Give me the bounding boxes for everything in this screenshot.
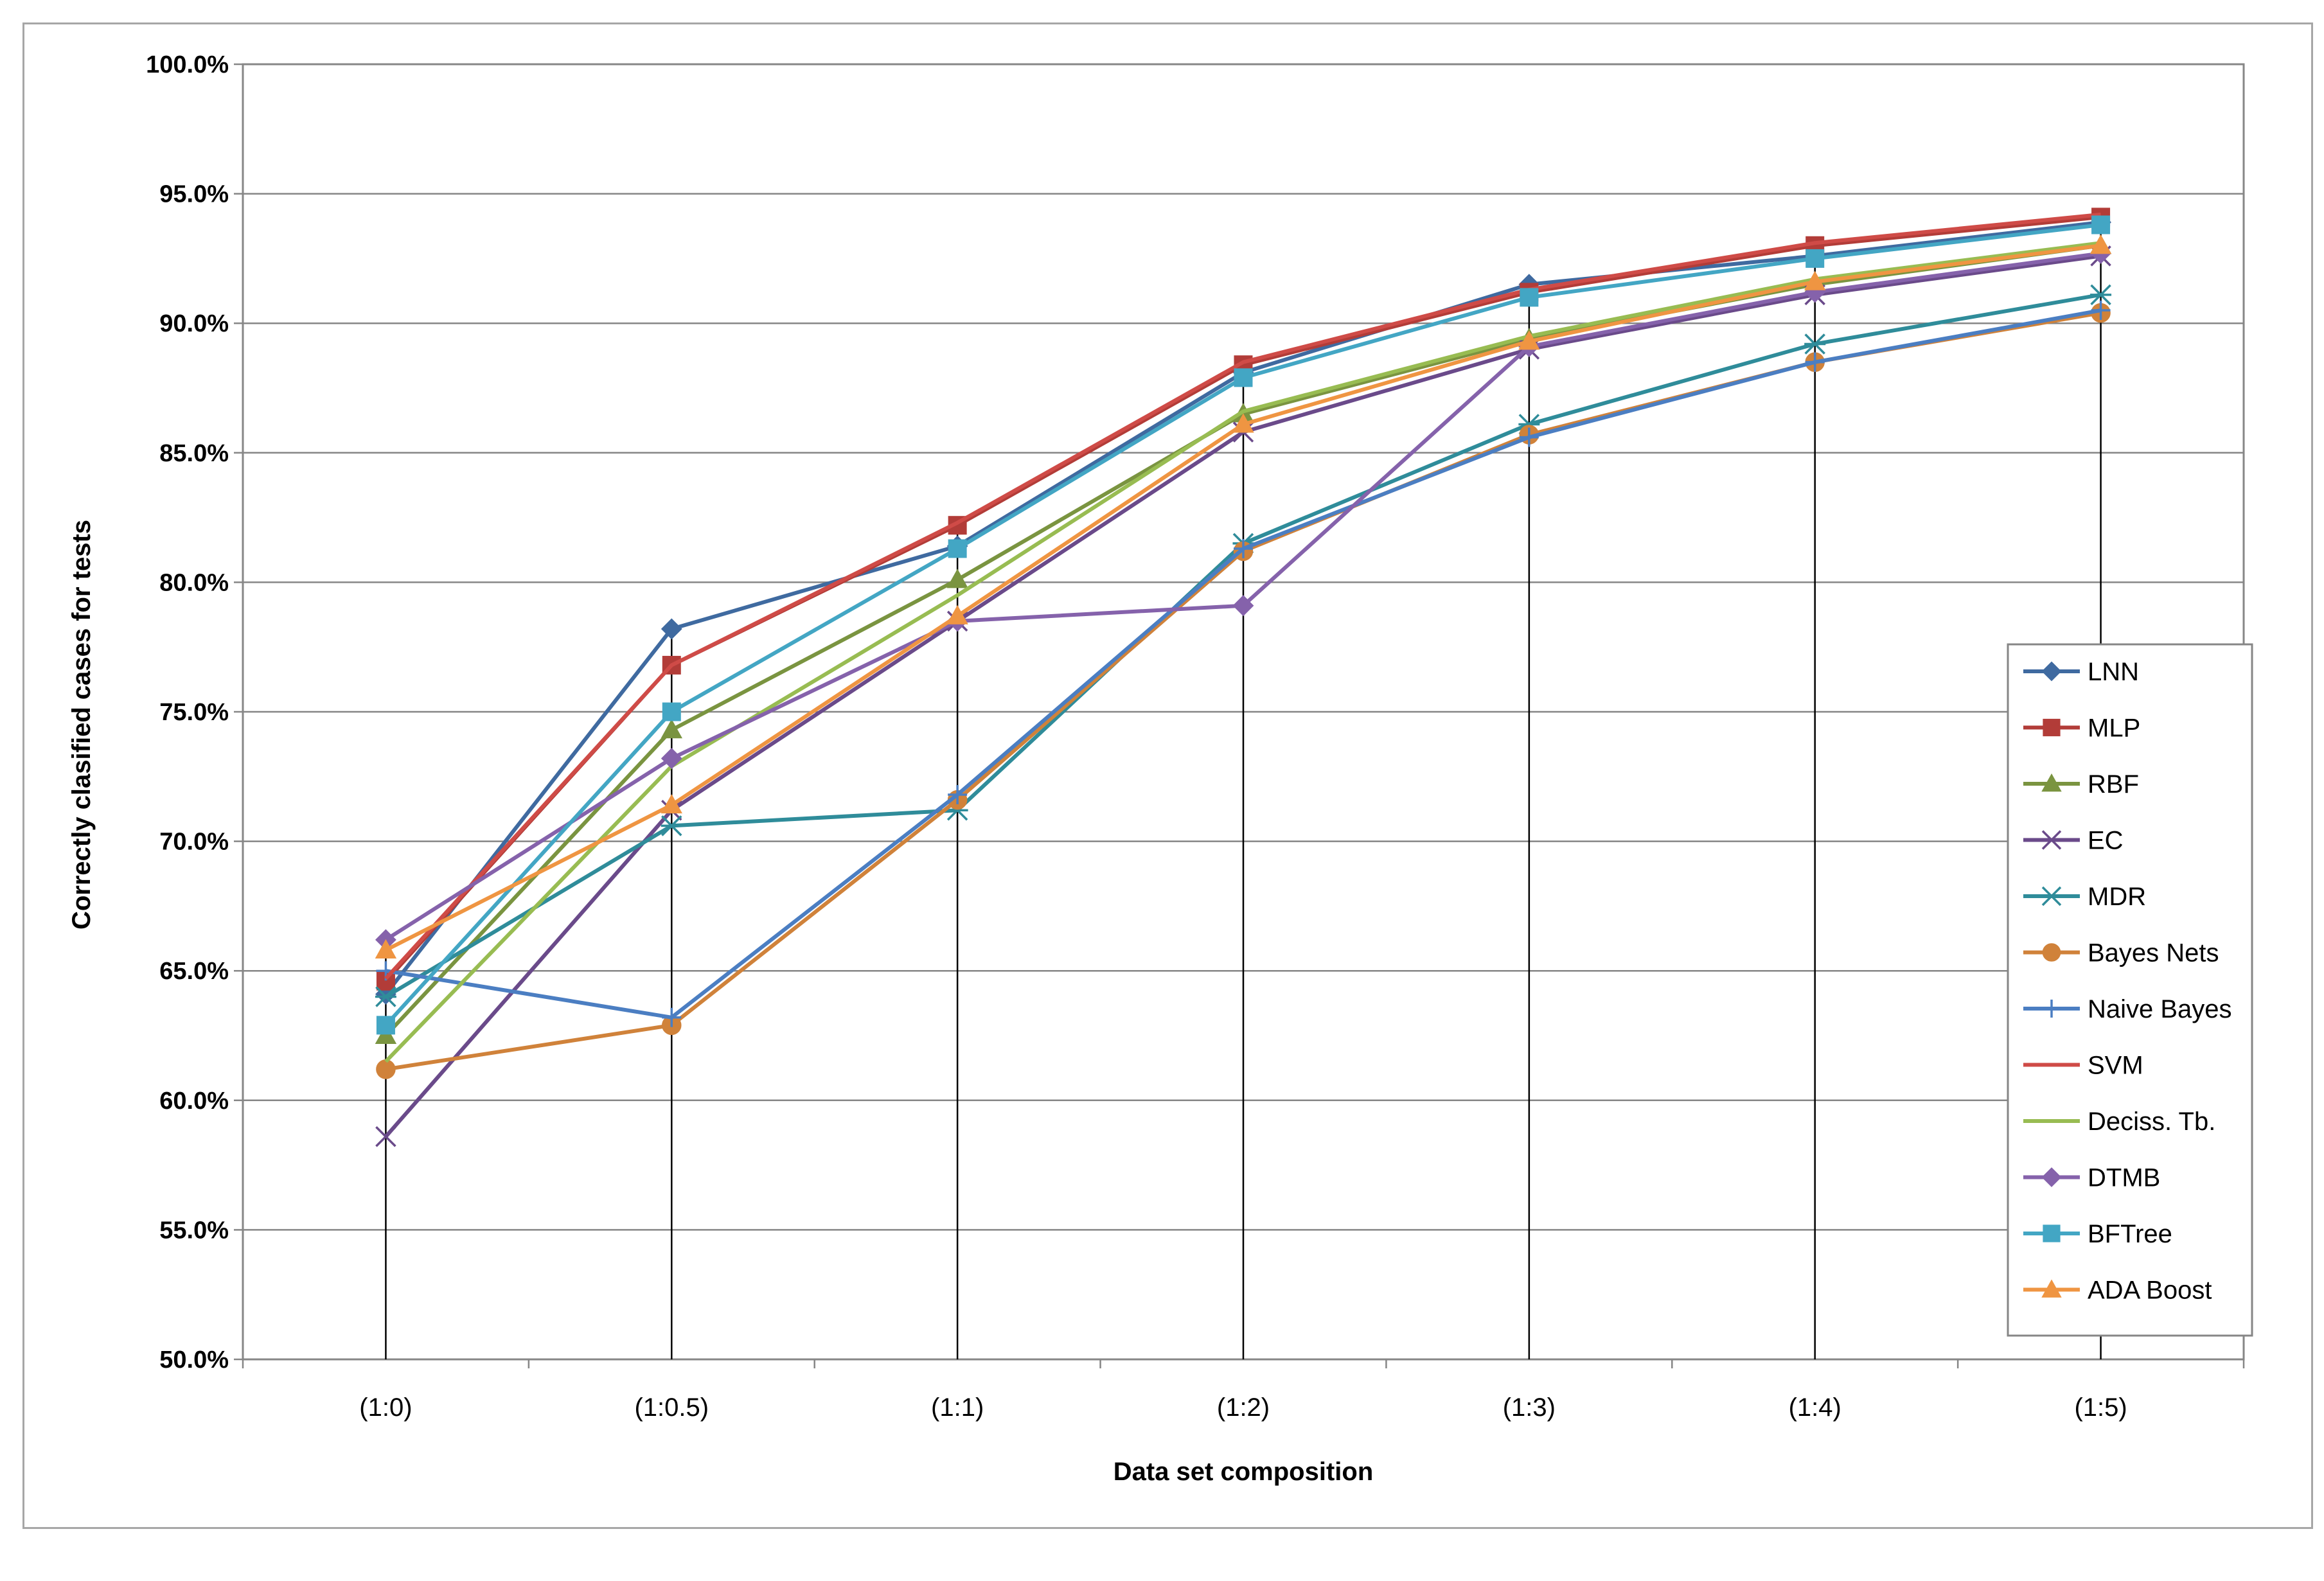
legend-item: BFTree: [2023, 1220, 2172, 1248]
data-point: [1232, 413, 1254, 433]
data-point: [375, 939, 397, 958]
legend-item: Deciss. Tb.: [2023, 1108, 2215, 1136]
legend-swatch-marker: [2041, 773, 2062, 792]
data-point: [1234, 538, 1253, 558]
legend-item: MDR: [2023, 883, 2146, 911]
y-axis-ticks: 50.0% 55.0% 60.0% 65.0% 70.0% 75.0% 80.0% 85.0%…: [146, 51, 2245, 1373]
y-tick-label: 90.0%: [159, 310, 229, 337]
data-point: [946, 605, 968, 624]
data-point: [661, 618, 682, 640]
data-point: [662, 1007, 682, 1027]
series-naive-bayes: [376, 301, 2111, 1027]
legend-item: Bayes Nets: [2023, 939, 2219, 967]
x-tick-label: (1:4): [1789, 1393, 1841, 1422]
legend-swatch-marker: [2041, 1279, 2062, 1298]
x-tick-label: (1:0): [359, 1393, 412, 1422]
legend-label: SVM: [2088, 1052, 2143, 1080]
x-tick-label: (1:2): [1217, 1393, 1270, 1422]
data-point: [661, 815, 682, 836]
legend-label: Deciss. Tb.: [2088, 1108, 2215, 1136]
data-point: [1804, 333, 1826, 355]
y-axis-title: Correctly clasified cases for tests: [67, 520, 96, 930]
data-point: [375, 1024, 397, 1044]
chart-area: [22, 22, 2313, 1529]
data-point: [1232, 595, 1254, 617]
y-tick-label: 95.0%: [159, 181, 229, 208]
x-tick-label: (1:3): [1503, 1393, 1556, 1422]
data-point: [375, 986, 396, 1007]
data-point: [2091, 215, 2111, 234]
data-point: [948, 785, 968, 805]
y-tick-label: 100.0%: [146, 51, 229, 78]
legend: LNN MLP RBF EC MDR Bayes Nets Naive Bayes SVM De…: [2007, 643, 2253, 1337]
legend-label: LNN: [2088, 658, 2139, 686]
legend-box: [2007, 643, 2253, 1337]
data-point: [1804, 270, 1826, 290]
data-point: [1519, 427, 1539, 447]
y-tick-label: 50.0%: [159, 1347, 229, 1373]
y-tick-label: 80.0%: [159, 569, 229, 596]
legend-item: DTMB: [2023, 1164, 2160, 1192]
y-tick-label: 85.0%: [159, 440, 229, 467]
legend-item: MLP: [2023, 714, 2140, 743]
y-tick-label: 70.0%: [159, 829, 229, 856]
series-ada-boost: [375, 234, 2112, 958]
data-point: [662, 702, 681, 721]
x-axis-ticks: (1:0) (1:0.5) (1:1) (1:2) (1:3) (1:4) (1:5): [359, 1393, 2127, 1422]
data-point: [946, 569, 968, 588]
data-point: [1805, 249, 1825, 268]
x-tick-label: (1:0.5): [634, 1393, 709, 1422]
legend-label: BFTree: [2088, 1220, 2172, 1248]
series-group: [375, 208, 2112, 1147]
legend-swatch-marker: [2041, 661, 2062, 682]
data-point: [1805, 352, 1825, 372]
data-point: [375, 1126, 396, 1147]
legend-swatch-marker: [2041, 830, 2062, 850]
series-bftree: [376, 215, 2111, 1035]
legend-label: MLP: [2088, 714, 2140, 743]
data-point: [376, 1016, 395, 1035]
y-tick-label: 60.0%: [159, 1088, 229, 1115]
legend-item: SVM: [2023, 1052, 2143, 1080]
data-point: [1518, 330, 1540, 350]
legend-item: LNN: [2023, 658, 2139, 686]
data-point: [661, 794, 682, 814]
legend-item: ADA Boost: [2023, 1276, 2212, 1305]
legend-item: EC: [2023, 827, 2124, 855]
legend-swatch-marker: [2043, 718, 2061, 737]
legend-label: Naive Bayes: [2088, 995, 2232, 1023]
series-line: [384, 212, 2101, 980]
data-point: [1234, 368, 1253, 387]
data-point: [376, 1059, 396, 1079]
legend-label: RBF: [2088, 770, 2139, 799]
data-point: [2089, 234, 2112, 254]
legend-label: ADA Boost: [2088, 1276, 2212, 1305]
x-tick-label: (1:1): [931, 1393, 984, 1422]
series-svm: [384, 212, 2101, 980]
data-point: [948, 539, 967, 558]
legend-swatch-marker: [2042, 943, 2061, 962]
legend-item: Naive Bayes: [2023, 995, 2232, 1023]
legend-swatch-marker: [2043, 1000, 2061, 1018]
y-tick-label: 55.0%: [159, 1217, 229, 1244]
legend-label: DTMB: [2088, 1164, 2160, 1192]
legend-item: RBF: [2023, 770, 2139, 799]
legend-swatch-marker: [2043, 1224, 2061, 1242]
legend-label: Bayes Nets: [2088, 939, 2219, 967]
legend-swatch-marker: [2041, 886, 2062, 906]
legend-label: EC: [2088, 827, 2124, 855]
x-tick-label: (1:5): [2074, 1393, 2127, 1422]
x-axis-title: Data set composition: [1113, 1458, 1374, 1486]
data-point: [2090, 284, 2112, 306]
y-tick-label: 75.0%: [159, 699, 229, 726]
data-point: [2091, 301, 2111, 321]
legend-label: MDR: [2088, 883, 2146, 911]
data-point: [661, 748, 682, 769]
data-point: [1520, 288, 1539, 307]
legend-swatch-marker: [2041, 1167, 2062, 1187]
data-point: [661, 719, 682, 739]
y-tick-label: 65.0%: [159, 958, 229, 985]
